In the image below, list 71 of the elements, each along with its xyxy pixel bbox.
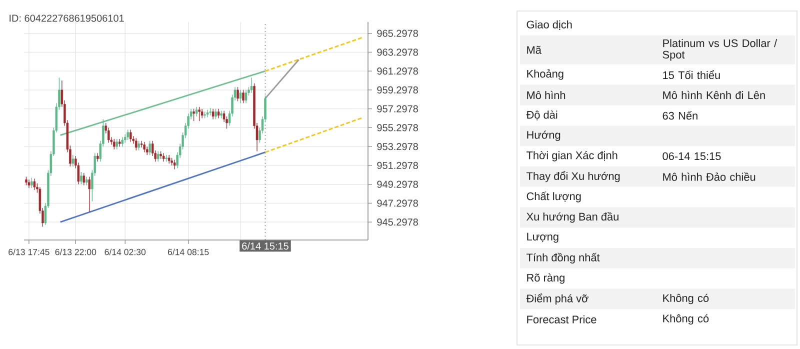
category-label: Mô hình — [527, 90, 566, 100]
candlestick — [156, 150, 160, 162]
category-label: Mã — [527, 46, 542, 54]
candlestick — [143, 142, 146, 153]
candlestick — [88, 176, 91, 212]
text: Platinum vs US Dollar / Spot — [662, 39, 778, 61]
candlestick — [239, 90, 242, 104]
candlestick — [33, 178, 36, 190]
text: 15 Tối thiểu — [663, 70, 720, 80]
candlestick — [236, 86, 239, 102]
candlestick — [195, 106, 198, 117]
ref-line-label: 6/14 15:15 — [242, 242, 288, 250]
y-tick-label: 949.2978 — [377, 180, 418, 188]
candlestick — [192, 108, 195, 122]
y-tick-label: 959.2978 — [377, 86, 418, 94]
candlestick — [113, 138, 116, 150]
x-tick-label: 6/14 08:15 — [168, 248, 209, 256]
candlestick — [80, 172, 82, 185]
candlestick — [200, 108, 204, 119]
candlestick — [214, 108, 217, 120]
y-tick-label: 963.2978 — [377, 48, 418, 56]
y-tick-label: 947.2978 — [377, 200, 418, 207]
text: ID: 604222768619506101 — [10, 14, 124, 22]
candlestick — [138, 140, 140, 151]
y-tick-label: 945.2978 — [377, 218, 418, 226]
category-label: Giao dịch — [526, 20, 572, 30]
category-label: Thời gian Xác định — [526, 151, 618, 162]
category-label: Lượng — [527, 232, 558, 243]
candlestick — [82, 172, 86, 186]
y-tick-label: 951.2978 — [377, 162, 418, 170]
candlestick — [212, 108, 214, 120]
candlestick — [129, 129, 132, 142]
candlestick — [173, 159, 176, 170]
text: Không có — [663, 314, 709, 325]
candlestick — [217, 108, 220, 119]
candlestick — [148, 140, 151, 156]
category-label: Forecast Price — [527, 315, 596, 324]
x-tick-label: 6/13 22:00 — [55, 248, 96, 256]
category-label: Khoảng — [527, 69, 564, 80]
text: Mô hình Đảo chiều — [663, 172, 756, 181]
category-label: Xu hướng Ban đầu — [526, 212, 618, 223]
y-tick-label: 965.2978 — [377, 30, 418, 37]
candlestick — [198, 106, 200, 122]
text: 63 Nến — [662, 111, 698, 120]
candlestick — [126, 129, 129, 140]
candlestick — [72, 154, 74, 167]
text: 06-14 15:15 — [662, 152, 721, 160]
text: Mô hình Kênh đi Lên — [663, 90, 765, 100]
y-tick-label: 957.2978 — [377, 105, 418, 112]
candlestick — [116, 138, 118, 150]
category-label: Rõ ràng — [527, 273, 564, 284]
candlestick — [242, 90, 244, 104]
category-label: Độ dài — [526, 110, 558, 120]
x-tick-label: 6/14 02:30 — [104, 248, 146, 256]
text: Không có — [663, 294, 709, 304]
x-tick-label: 6/13 17:45 — [8, 248, 50, 256]
candlestick — [108, 127, 110, 144]
category-label: Tính đồng nhất — [526, 252, 600, 264]
category-label: Hướng — [527, 130, 560, 141]
y-tick-label: 953.2978 — [377, 143, 418, 150]
candlestick — [121, 136, 124, 147]
candlestick — [30, 177, 33, 188]
category-label: Điểm phá vỡ — [526, 293, 588, 305]
category-label: Chất lượng — [526, 192, 581, 202]
candlestick — [206, 109, 209, 118]
y-tick-label: 961.2978 — [377, 68, 418, 75]
candlestick — [250, 77, 253, 94]
candlestick — [134, 138, 138, 151]
category-label: Thay đổi Xu hướng — [526, 171, 620, 182]
candlestick — [244, 90, 248, 104]
y-tick-label: 955.2978 — [377, 124, 418, 132]
